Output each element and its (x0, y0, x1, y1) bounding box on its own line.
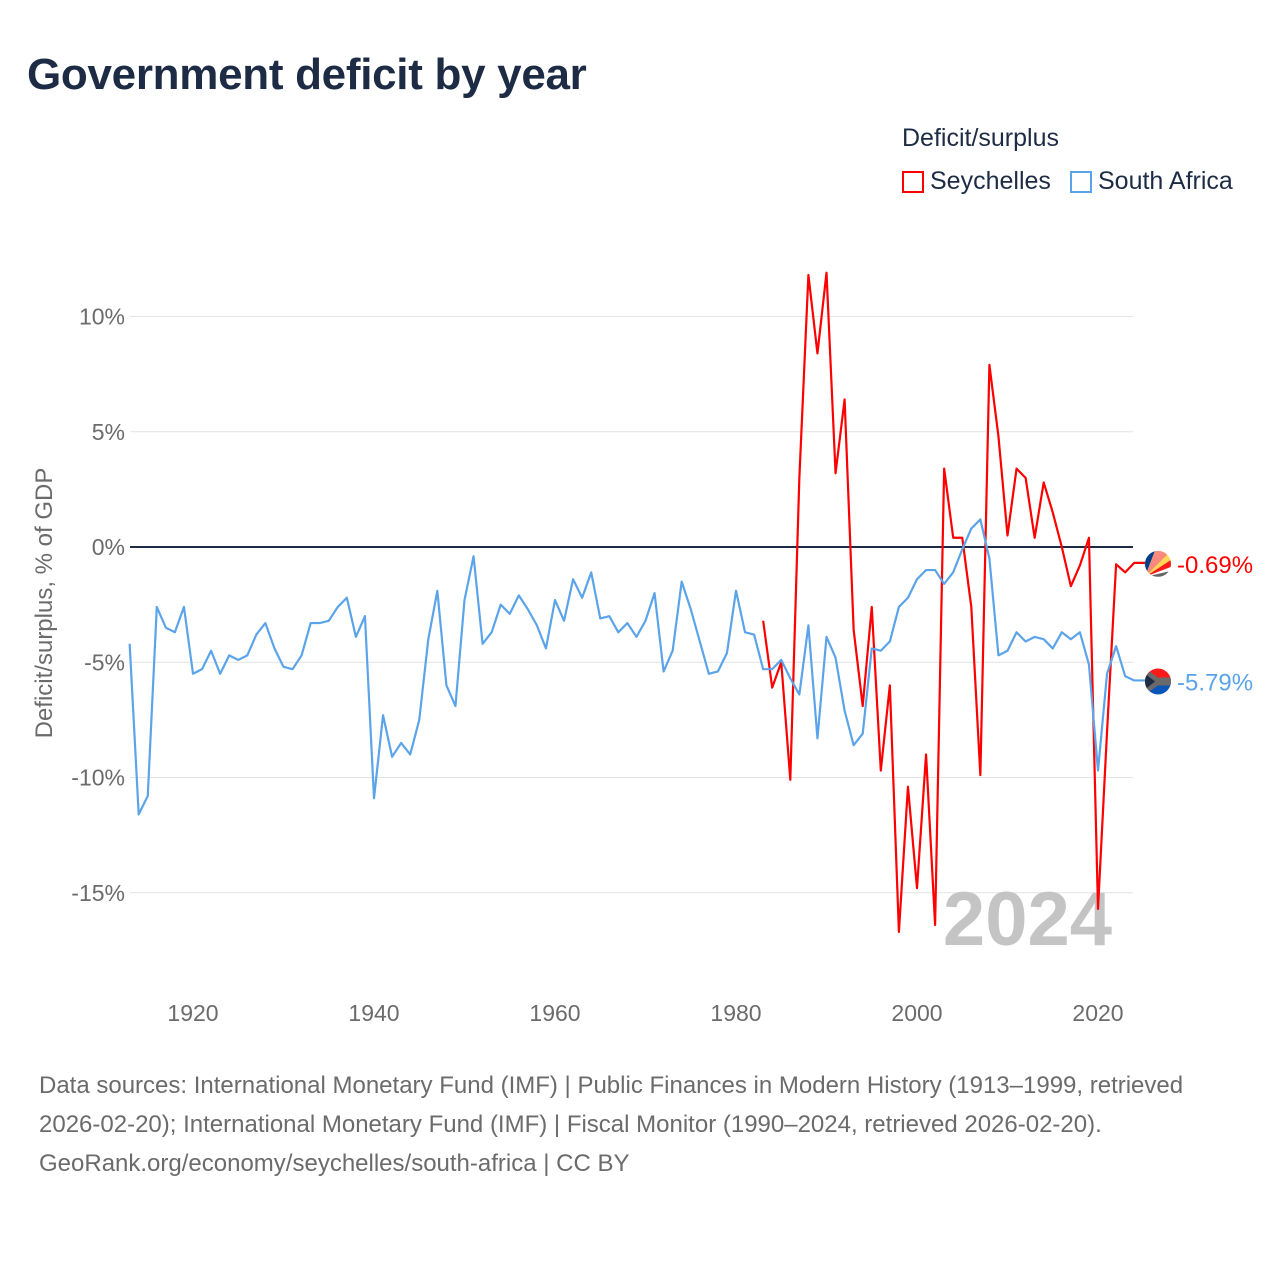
y-tick-label: -10% (71, 765, 125, 791)
y-tick-label: -5% (84, 649, 125, 675)
legend-item-south-africa[interactable]: South Africa (1070, 167, 1233, 196)
year-watermark: 2024 (943, 877, 1112, 962)
x-tick-label: 2000 (891, 1000, 942, 1026)
x-tick-label: 1920 (167, 1000, 218, 1026)
south-africa-flag-icon (1145, 668, 1171, 695)
y-tick-label: 0% (92, 534, 125, 560)
x-tick-label: 1940 (348, 1000, 399, 1026)
footer: Data sources: International Monetary Fun… (39, 1066, 1239, 1183)
legend-item-seychelles[interactable]: Seychelles (902, 167, 1051, 196)
seychelles-flag-icon (1145, 550, 1171, 577)
y-axis-label: Deficit/surplus, % of GDP (31, 468, 58, 739)
x-tick-label: 1960 (529, 1000, 580, 1026)
y-tick-label: -15% (71, 880, 125, 906)
y-tick-label: 5% (92, 419, 125, 445)
end-label: -5.79% (1177, 669, 1253, 696)
series-line-seychelles[interactable] (762, 271, 1158, 934)
legend-label: South Africa (1098, 167, 1233, 195)
legend-title: Deficit/surplus (902, 124, 1059, 152)
line-chart: 10% 5% 0% -5% -10% -15% 1920 1940 1960 1980 2000 20… (31, 271, 1253, 1026)
data-sources: Data sources: International Monetary Fun… (39, 1072, 1184, 1138)
legend-label: Seychelles (930, 167, 1051, 195)
x-tick-label: 1980 (710, 1000, 761, 1026)
end-label: -0.69% (1177, 552, 1253, 579)
legend-swatch-seychelles (902, 170, 924, 193)
y-tick-label: 10% (79, 304, 125, 330)
credit-link[interactable]: GeoRank.org/economy/seychelles/south-afr… (39, 1150, 630, 1177)
series-line-south-africa[interactable] (128, 518, 1158, 816)
chart-title: Government deficit by year (27, 50, 587, 99)
x-tick-label: 2020 (1072, 1000, 1123, 1026)
legend-swatch-south-africa (1070, 170, 1092, 193)
